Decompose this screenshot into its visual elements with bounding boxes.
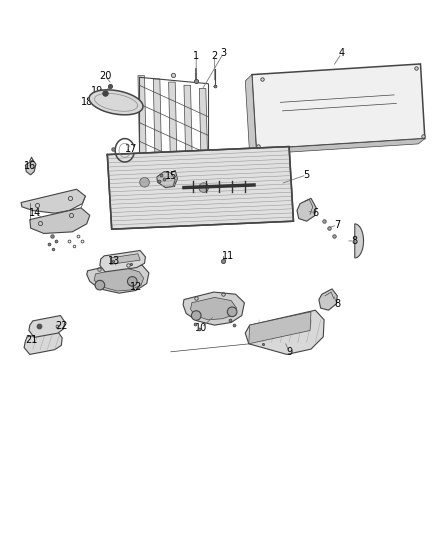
Ellipse shape <box>199 183 208 192</box>
Polygon shape <box>30 208 90 233</box>
Text: 2: 2 <box>212 51 218 61</box>
Polygon shape <box>87 262 149 293</box>
Polygon shape <box>297 198 316 221</box>
Polygon shape <box>355 224 364 258</box>
Polygon shape <box>29 316 65 337</box>
Polygon shape <box>153 79 162 184</box>
Polygon shape <box>252 64 425 149</box>
Polygon shape <box>138 76 147 187</box>
Text: 8: 8 <box>352 236 358 246</box>
Text: 13: 13 <box>108 256 120 266</box>
Polygon shape <box>249 312 311 344</box>
Polygon shape <box>25 160 36 175</box>
Polygon shape <box>184 85 193 180</box>
Text: 14: 14 <box>29 208 41 218</box>
Text: 16: 16 <box>24 161 36 171</box>
Text: 1: 1 <box>193 51 199 61</box>
Text: 12: 12 <box>130 282 142 292</box>
Polygon shape <box>21 189 85 213</box>
Polygon shape <box>245 310 324 354</box>
Text: 20: 20 <box>99 71 111 80</box>
Ellipse shape <box>191 311 201 320</box>
Text: 19: 19 <box>91 86 103 95</box>
Polygon shape <box>169 82 177 182</box>
Polygon shape <box>94 268 144 291</box>
Polygon shape <box>100 251 145 272</box>
Ellipse shape <box>127 277 137 286</box>
Text: 21: 21 <box>25 335 38 345</box>
Polygon shape <box>245 75 256 155</box>
Text: 4: 4 <box>339 49 345 58</box>
Ellipse shape <box>227 307 237 317</box>
Text: 10: 10 <box>195 323 208 333</box>
Text: 8: 8 <box>334 299 340 309</box>
Text: 5: 5 <box>304 170 310 180</box>
Text: 7: 7 <box>334 220 340 230</box>
Text: 9: 9 <box>286 347 292 357</box>
Polygon shape <box>199 88 208 178</box>
Polygon shape <box>24 330 62 354</box>
Polygon shape <box>157 172 175 188</box>
Polygon shape <box>110 254 140 264</box>
Polygon shape <box>89 90 143 115</box>
Text: 3: 3 <box>220 49 226 58</box>
Text: 11: 11 <box>222 251 234 261</box>
Text: 17: 17 <box>125 144 138 154</box>
Polygon shape <box>183 292 244 325</box>
Ellipse shape <box>95 280 105 290</box>
Polygon shape <box>250 139 425 155</box>
Polygon shape <box>107 147 293 229</box>
Text: 15: 15 <box>165 171 177 181</box>
Text: 22: 22 <box>55 321 67 331</box>
Polygon shape <box>319 289 337 310</box>
Text: 18: 18 <box>81 98 93 107</box>
Polygon shape <box>191 297 237 320</box>
Ellipse shape <box>140 177 149 187</box>
Text: 6: 6 <box>312 208 318 218</box>
